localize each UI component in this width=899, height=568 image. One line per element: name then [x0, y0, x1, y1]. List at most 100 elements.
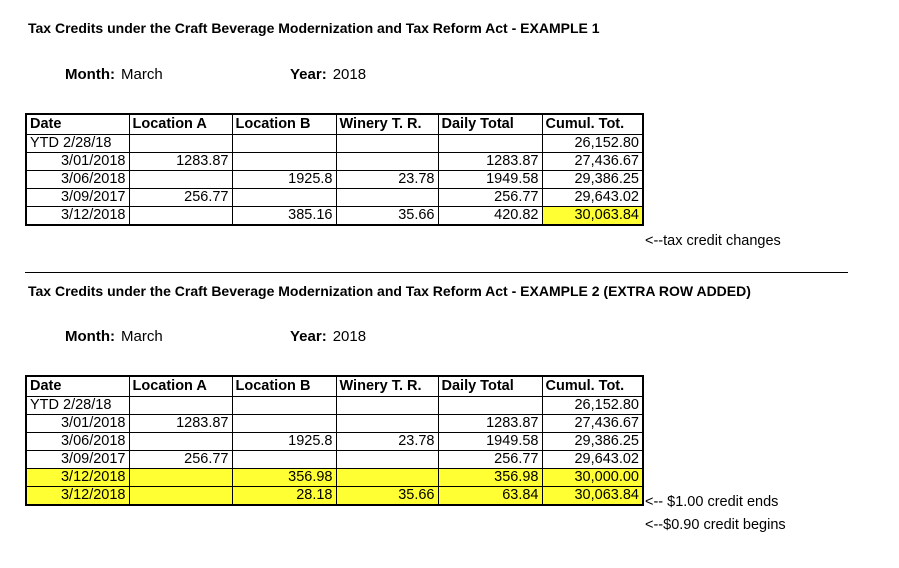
table-cell[interactable] — [335, 188, 439, 207]
table-cell[interactable] — [128, 486, 233, 506]
table-cell[interactable]: 256.77 — [437, 188, 543, 207]
table-cell[interactable]: 30,000.00 — [541, 468, 644, 487]
table-cell[interactable] — [231, 134, 337, 153]
example1-table: Date Location A Location B Winery T. R. Dail… — [25, 113, 644, 226]
column-header: Daily Total — [437, 113, 543, 135]
month-label: Month: — [65, 328, 115, 345]
table-cell[interactable]: 420.82 — [437, 206, 543, 226]
table-cell[interactable]: YTD 2/28/18 — [25, 134, 130, 153]
column-header: Winery T. R. — [335, 113, 439, 135]
header-row: Date Location A Location B Winery T. R. Dail… — [25, 375, 644, 397]
table-cell[interactable]: 1283.87 — [437, 414, 543, 433]
table-row: YTD 2/28/18 26,152.80 — [25, 396, 644, 415]
table-cell[interactable] — [128, 468, 233, 487]
column-header: Location A — [128, 375, 233, 397]
table-cell[interactable] — [335, 450, 439, 469]
table-cell[interactable]: 35.66 — [335, 486, 439, 506]
column-header: Daily Total — [437, 375, 543, 397]
column-header: Location B — [231, 113, 337, 135]
table-cell[interactable] — [437, 396, 543, 415]
table-cell[interactable]: 356.98 — [437, 468, 543, 487]
table-cell[interactable]: 256.77 — [128, 188, 233, 207]
table-cell[interactable]: 3/12/2018 — [25, 486, 130, 506]
table-cell[interactable]: 29,386.25 — [541, 432, 644, 451]
table-cell[interactable]: 3/06/2018 — [25, 432, 130, 451]
table-cell[interactable]: 63.84 — [437, 486, 543, 506]
column-header: Date — [25, 375, 130, 397]
table-row: 3/12/2018 356.98 356.98 30,000.00 — [25, 468, 644, 487]
table-cell[interactable] — [335, 134, 439, 153]
table-cell[interactable]: 1949.58 — [437, 432, 543, 451]
column-header: Date — [25, 113, 130, 135]
table-cell[interactable]: 256.77 — [128, 450, 233, 469]
table-cell[interactable] — [128, 134, 233, 153]
table-cell[interactable]: 1283.87 — [128, 414, 233, 433]
example2-year: Year: 2018 — [290, 328, 366, 345]
table-row: 3/09/2017 256.77 256.77 29,643.02 — [25, 188, 644, 207]
table-cell[interactable]: 26,152.80 — [541, 134, 644, 153]
year-label: Year: — [290, 66, 327, 83]
table-cell[interactable]: 356.98 — [231, 468, 337, 487]
table-cell[interactable] — [231, 152, 337, 171]
column-header: Location B — [231, 375, 337, 397]
column-header: Winery T. R. — [335, 375, 439, 397]
table-cell[interactable]: 1283.87 — [128, 152, 233, 171]
table-cell[interactable] — [128, 396, 233, 415]
table-row: 3/12/2018 28.18 35.66 63.84 30,063.84 — [25, 486, 644, 506]
table-cell[interactable]: 3/09/2017 — [25, 450, 130, 469]
table-cell[interactable]: 1925.8 — [231, 432, 337, 451]
table-cell[interactable]: 29,643.02 — [541, 450, 644, 469]
table-cell[interactable]: 3/12/2018 — [25, 468, 130, 487]
column-header: Cumul. Tot. — [541, 375, 644, 397]
table-cell[interactable]: 256.77 — [437, 450, 543, 469]
table-cell[interactable]: 3/01/2018 — [25, 414, 130, 433]
table-cell[interactable]: 29,386.25 — [541, 170, 644, 189]
table-cell[interactable]: 1283.87 — [437, 152, 543, 171]
table-cell[interactable]: YTD 2/28/18 — [25, 396, 130, 415]
table-cell[interactable]: 27,436.67 — [541, 152, 644, 171]
table-cell[interactable] — [231, 188, 337, 207]
table-cell[interactable]: 1949.58 — [437, 170, 543, 189]
column-header: Cumul. Tot. — [541, 113, 644, 135]
table-cell[interactable]: 1925.8 — [231, 170, 337, 189]
table-cell[interactable] — [335, 414, 439, 433]
year-value: 2018 — [332, 66, 367, 83]
table-row: 3/09/2017 256.77 256.77 29,643.02 — [25, 450, 644, 469]
table-cell[interactable] — [231, 450, 337, 469]
table-cell[interactable]: 26,152.80 — [541, 396, 644, 415]
table-cell[interactable]: 30,063.84 — [541, 486, 644, 506]
table-cell[interactable]: 3/01/2018 — [25, 152, 130, 171]
table-cell[interactable]: 29,643.02 — [541, 188, 644, 207]
table-cell[interactable]: 28.18 — [231, 486, 337, 506]
table-cell[interactable] — [437, 134, 543, 153]
table-cell[interactable] — [231, 414, 337, 433]
table-row: YTD 2/28/18 26,152.80 — [25, 134, 644, 153]
month-value: March — [120, 66, 163, 83]
table-cell[interactable] — [128, 206, 233, 226]
table-cell[interactable]: 3/06/2018 — [25, 170, 130, 189]
table-cell[interactable]: 23.78 — [335, 170, 439, 189]
example2-title: Tax Credits under the Craft Beverage Mod… — [28, 283, 751, 299]
table-row: 3/06/2018 1925.8 23.78 1949.58 29,386.25 — [25, 432, 644, 451]
table-cell[interactable] — [128, 170, 233, 189]
table-row: 3/06/2018 1925.8 23.78 1949.58 29,386.25 — [25, 170, 644, 189]
header-row: Date Location A Location B Winery T. R. Dail… — [25, 113, 644, 135]
table-cell[interactable] — [231, 396, 337, 415]
table-cell[interactable]: 27,436.67 — [541, 414, 644, 433]
table-cell[interactable]: 3/12/2018 — [25, 206, 130, 226]
table-cell[interactable] — [335, 468, 439, 487]
month-value: March — [120, 328, 163, 345]
table-row: 3/01/2018 1283.87 1283.87 27,436.67 — [25, 152, 644, 171]
table-cell[interactable]: 3/09/2017 — [25, 188, 130, 207]
table-cell[interactable] — [335, 152, 439, 171]
table-cell[interactable] — [335, 396, 439, 415]
table-cell[interactable]: 23.78 — [335, 432, 439, 451]
example2-note-1: <-- $1.00 credit ends — [645, 494, 779, 510]
year-value: 2018 — [332, 328, 367, 345]
table-cell[interactable] — [128, 432, 233, 451]
example2-month: Month: March — [65, 328, 163, 345]
table-cell[interactable]: 385.16 — [231, 206, 337, 226]
table-cell[interactable]: 30,063.84 — [541, 206, 644, 226]
example1-note: <--tax credit changes — [645, 233, 781, 249]
table-cell[interactable]: 35.66 — [335, 206, 439, 226]
